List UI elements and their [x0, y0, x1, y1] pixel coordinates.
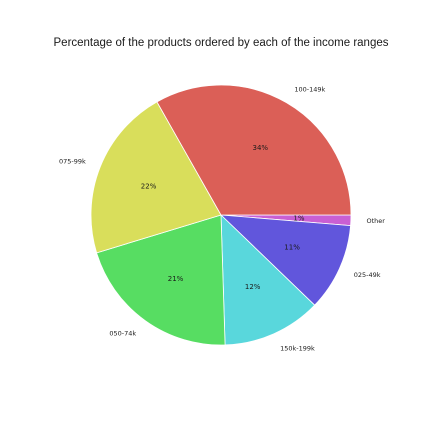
percent-labels: 1% 11% 12% 21% 22% 34%	[141, 144, 305, 291]
category-label-075-99k: 075-99k	[59, 157, 86, 165]
category-label-150k-199k: 150k-199k	[280, 344, 315, 352]
pie-slice-075-99k	[90, 101, 222, 254]
percent-label-025-49k: 11%	[284, 244, 300, 252]
pie-slice-100-149k	[156, 84, 352, 216]
pie-slice-025-49k	[219, 214, 351, 306]
pie-slices	[90, 84, 352, 346]
percent-label-other: 1%	[293, 215, 304, 223]
category-label-100-149k: 100-149k	[294, 86, 325, 94]
percent-label-050-74k: 21%	[168, 275, 184, 283]
category-label-050-74k: 050-74k	[109, 330, 136, 338]
percent-label-075-99k: 22%	[141, 183, 157, 191]
chart-title: Percentage of the products ordered by ea…	[54, 37, 389, 49]
category-label-other: Other	[366, 217, 385, 225]
percent-label-150k-199k: 12%	[245, 283, 261, 291]
pie-slice-150k-199k	[220, 214, 316, 346]
percent-label-100-149k: 34%	[253, 144, 269, 152]
pie-slice-050-74k	[96, 214, 226, 346]
category-label-025-49k: 025-49k	[354, 271, 381, 279]
category-labels: Other 025-49k 150k-199k 050-74k 075-99k 100-1…	[59, 86, 385, 353]
